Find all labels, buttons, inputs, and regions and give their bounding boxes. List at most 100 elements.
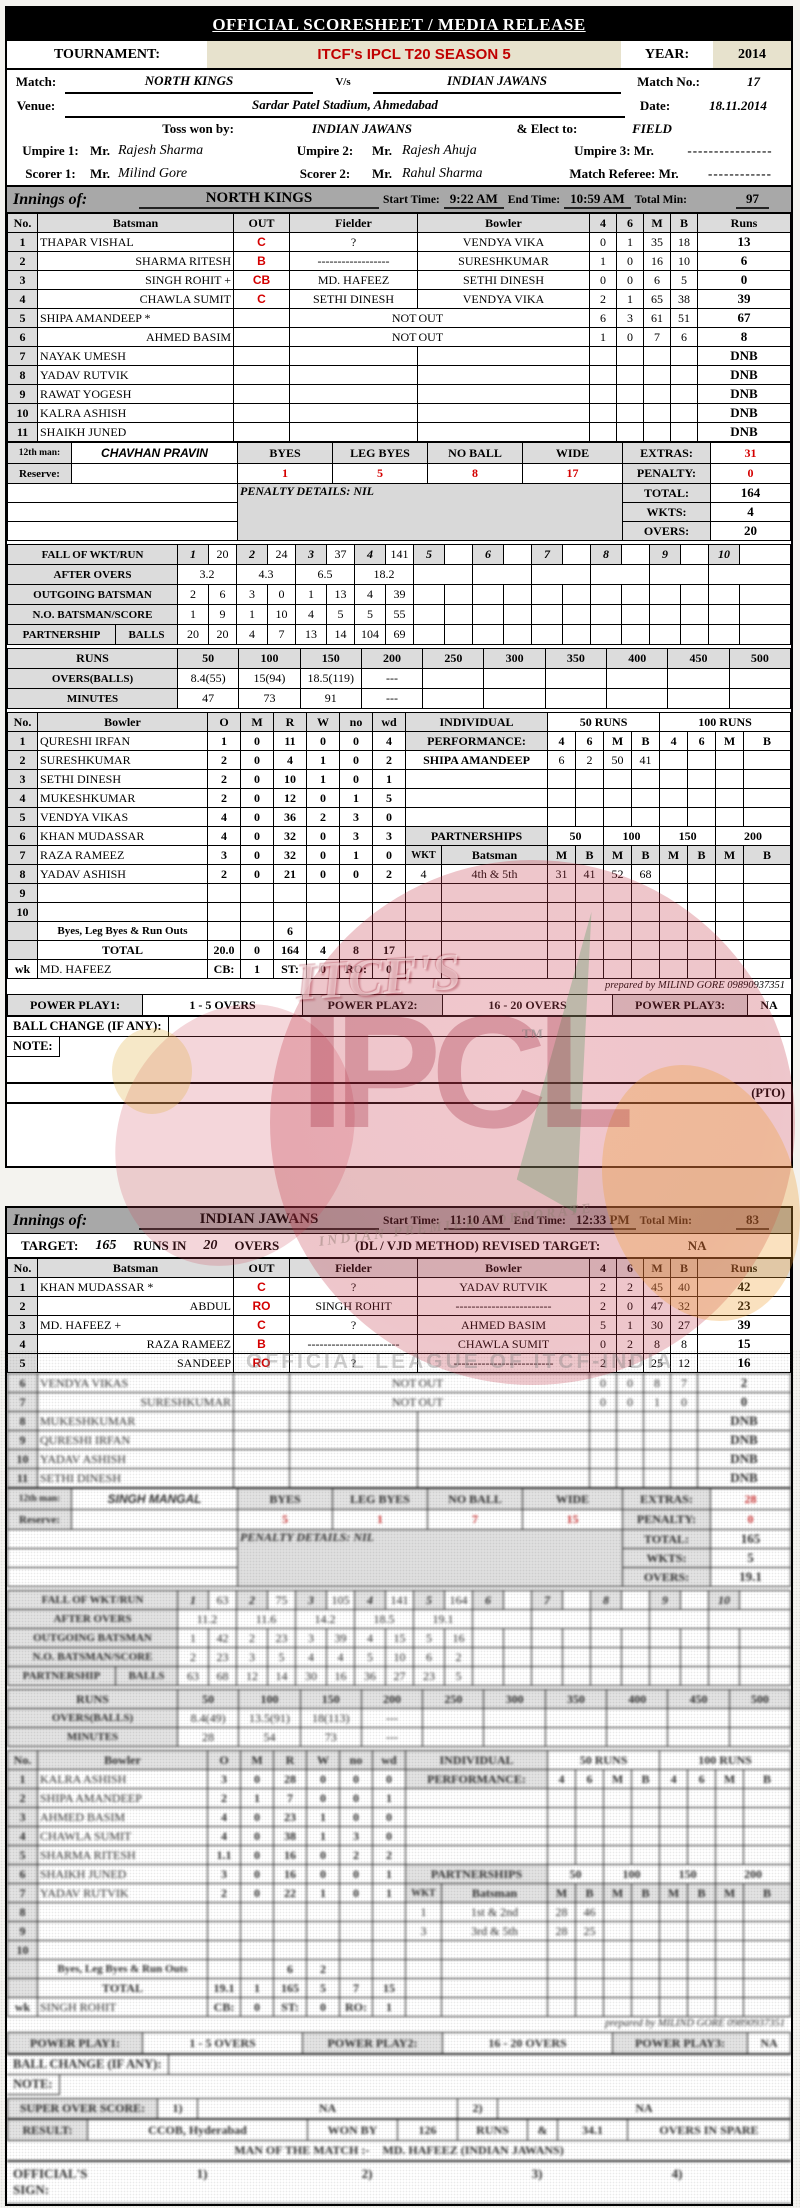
fall-run: 105: [326, 1590, 355, 1610]
partn-v: [631, 883, 661, 903]
bowler-m: [240, 1902, 274, 1922]
bowler-nb: 0: [339, 1769, 373, 1789]
innings2-section: Innings of: INDIAN JAWANS Start Time: 11…: [7, 1208, 791, 2204]
notout-score: 55: [385, 604, 414, 625]
batsman-out: [233, 1411, 290, 1431]
milestone-runs-row: RUNS 50 100 150 200 250 300 350 400 450 500: [7, 1689, 791, 1709]
won-by-label: WON BY: [307, 2119, 398, 2141]
bowler-o: [207, 883, 241, 903]
blank-cell: [440, 1997, 549, 2017]
fall-wkt-no: 2: [236, 1590, 268, 1610]
blank-cell: [659, 1959, 689, 1979]
batsman-4s: [589, 365, 617, 385]
venue-label: Venue:: [16, 98, 56, 113]
bowler-row-10: 10: [7, 902, 791, 922]
batsman-row: 3 SINGH ROHIT + CB MD. HAFEEZ SETHI DINE…: [7, 270, 791, 290]
after-overs-value: 6.5: [295, 564, 355, 585]
wide-value: 15: [522, 1509, 623, 1530]
col-wides: wd: [372, 712, 406, 732]
batsman-fielder: [289, 422, 418, 442]
blank-cell: [575, 1845, 605, 1865]
outgoing-label: OUTGOING BATSMAN: [7, 584, 178, 605]
blank-cell: [631, 1807, 661, 1827]
batsman-bowler: CHAWLA SUMIT: [417, 1334, 590, 1354]
bowler-wd: 0: [372, 807, 406, 827]
col-4s: 4: [589, 213, 617, 233]
bowler-o: 3: [207, 1864, 241, 1884]
perf-hb: B: [743, 731, 791, 751]
partnership-balls: [621, 1666, 650, 1686]
milestone-minutes-value: 47: [176, 688, 240, 709]
bowler-o: 4: [207, 1807, 241, 1827]
bowler-o: 2: [207, 864, 241, 884]
balls-label: BALLS: [115, 1666, 178, 1686]
partnership-runs: [472, 624, 504, 645]
batsman-6s: 0: [616, 1373, 644, 1393]
partnership-runs: [708, 1666, 740, 1686]
elect-value: FIELD: [632, 120, 672, 136]
bowler-w: 1: [306, 1826, 340, 1846]
col-mins: M: [643, 213, 671, 233]
batsman-balls: [670, 346, 698, 366]
batsman-no: 1: [7, 1277, 38, 1297]
bowler-wd: 2: [372, 864, 406, 884]
scorer1-mr: Mr.: [89, 165, 111, 181]
blank-cell: [631, 1940, 661, 1960]
outgoing-no: [590, 1628, 622, 1648]
bowler-name: YADAV ASHISH: [37, 864, 208, 884]
col-maidens: M: [240, 712, 274, 732]
batsman-6s: [616, 384, 644, 404]
leg-byes-value: 5: [332, 463, 428, 484]
perf-h4: 4: [547, 1769, 577, 1789]
outgoing-score: 39: [385, 584, 414, 605]
byes-runouts-row: Byes, Leg Byes & Run Outs 6: [7, 921, 791, 941]
milestone-minutes-value: 28: [176, 1727, 240, 1747]
batsman-no: 11: [7, 422, 38, 442]
bowler-w: 1: [306, 1807, 340, 1827]
blank-cell: [631, 1959, 661, 1979]
batsman-balls: 5: [670, 270, 698, 290]
milestone-minutes-value: [667, 688, 730, 709]
partn-v: [603, 1921, 633, 1941]
match-label: Match:: [15, 74, 57, 89]
blank-cell: [659, 1807, 689, 1827]
partn-hm: M: [715, 845, 745, 865]
bowler-row-4: 4 CHAWLA SUMIT 4 0 38 1 3 0: [7, 1826, 791, 1846]
bowler-m: 0: [240, 845, 274, 865]
blank-cell: [405, 902, 442, 922]
batsman-no: 3: [7, 270, 38, 290]
partn-hm: M: [659, 845, 689, 865]
ball-change-label: BALL CHANGE (IF ANY):: [7, 1016, 169, 1037]
batsman-mins: 25: [643, 1353, 671, 1373]
extras-value: 31: [710, 442, 791, 464]
milestone-overs-value: [728, 1708, 791, 1728]
batsman-6s: [616, 1411, 644, 1431]
col-no: No.: [7, 1258, 38, 1278]
wk-name: MD. HAFEEZ: [37, 959, 208, 979]
total-noballs: 8: [339, 940, 373, 960]
bowler-o: 2: [207, 750, 241, 770]
notout-score: 23: [208, 1647, 237, 1667]
milestones-table: RUNS 50 100 150 200 250 300 350 400 450 500 OVERS…: [7, 1689, 791, 1747]
blank-cell: [743, 940, 791, 960]
overs-label: OVERS:: [622, 1567, 711, 1587]
col-out: OUT: [233, 213, 290, 233]
blank-cell: [743, 1959, 791, 1979]
perf-hm: M: [715, 1769, 745, 1789]
batsman-no: 7: [7, 1392, 38, 1412]
pp1-value: 1 - 5 OVERS: [142, 994, 303, 1016]
fall-wkt-no: 10: [708, 544, 740, 565]
bowler-nb: 3: [339, 1826, 373, 1846]
batsman-mins: 61: [643, 308, 671, 328]
fall-table: FALL OF WKT/RUN 1 63 2 75 3 105 4 141 5 164 6 7 8 9 10…: [7, 1590, 791, 1686]
bowler-row-10: 10: [7, 1940, 791, 1960]
partn-v: [575, 883, 605, 903]
bowler-o: 1.1: [207, 1845, 241, 1865]
bowler-no: 8: [7, 864, 38, 884]
milestone-overs-value: [667, 668, 730, 689]
blank-cell: [631, 1845, 661, 1865]
notout-batsman-label: N.O. BATSMAN/SCORE: [7, 1647, 178, 1667]
batsman-mins: 45: [643, 1277, 671, 1297]
blank-cell: [405, 940, 442, 960]
bowler-wd: 3: [372, 826, 406, 846]
